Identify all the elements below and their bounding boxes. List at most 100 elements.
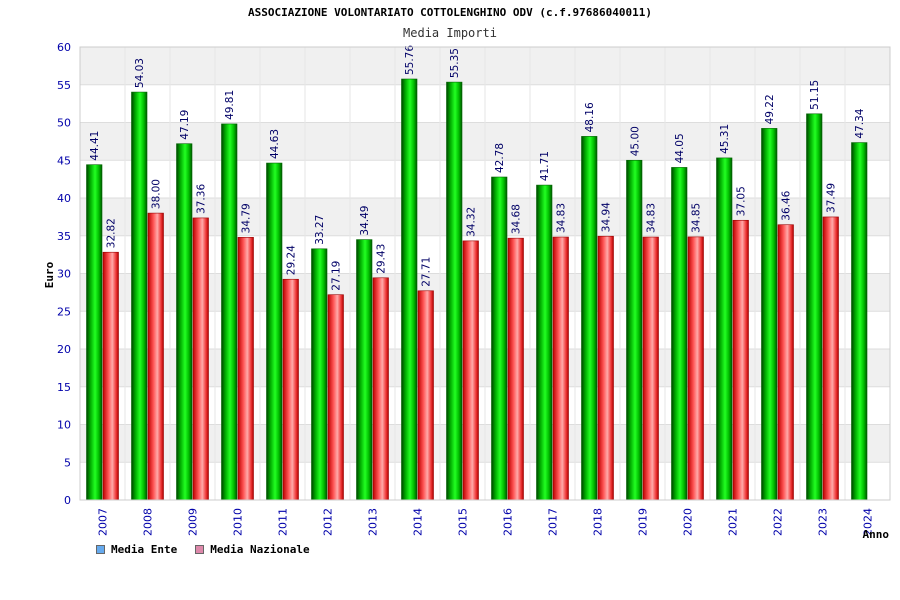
bar-media-nazionale — [417, 290, 434, 501]
bar-media-ente — [581, 136, 598, 501]
bar-media-nazionale — [102, 251, 119, 501]
data-label: 44.05 — [674, 133, 686, 163]
data-label: 42.78 — [494, 143, 506, 173]
x-tick-label: 2010 — [232, 508, 245, 536]
y-tick-label: 30 — [57, 268, 71, 281]
data-label: 38.00 — [151, 179, 163, 209]
axes: 0 5 10 15 20 25 30 35 40 45 50 55 60 2007 2008 2009 2010… — [43, 41, 891, 541]
bar-media-ente — [131, 91, 148, 501]
x-tick-label: 2014 — [412, 508, 425, 536]
data-label: 34.68 — [511, 204, 523, 234]
x-tick-label: 2009 — [187, 508, 200, 536]
data-label: 27.71 — [421, 257, 433, 287]
bar-media-ente — [311, 248, 328, 501]
bar-media-nazionale — [507, 237, 524, 501]
x-tick-label: 2007 — [97, 508, 110, 536]
x-tick-label: 2011 — [277, 508, 290, 536]
x-tick-label: 2023 — [817, 508, 830, 536]
legend-label-media-ente: Media Ente — [111, 543, 178, 556]
x-tick-label: 2020 — [682, 508, 695, 536]
x-tick-label: 2008 — [142, 508, 155, 536]
bar-media-ente — [266, 162, 283, 501]
data-label: 34.79 — [241, 203, 253, 233]
bar-media-ente — [626, 159, 643, 501]
data-label: 32.82 — [106, 218, 118, 248]
data-label: 36.46 — [781, 190, 793, 220]
bar-media-ente — [761, 128, 778, 501]
y-tick-label: 5 — [64, 456, 71, 469]
y-tick-label: 55 — [57, 79, 71, 92]
x-tick-label: 2016 — [502, 508, 515, 536]
chart-title: ASSOCIAZIONE VOLONTARIATO COTTOLENGHINO … — [248, 6, 652, 19]
y-tick-label: 20 — [57, 343, 71, 356]
legend-swatch-media-ente — [96, 545, 105, 554]
bar-media-nazionale — [777, 224, 794, 501]
bar-media-nazionale — [237, 237, 254, 501]
bar-media-nazionale — [822, 216, 839, 501]
data-label: 41.71 — [539, 151, 551, 181]
bar-media-ente — [446, 81, 463, 501]
data-labels: 44.41 32.82 54.03 38.00 47.19 37.36 49.81 34.79… — [89, 45, 866, 291]
data-label: 29.24 — [286, 245, 298, 275]
y-tick-label: 10 — [57, 419, 71, 432]
bar-media-ente — [536, 184, 553, 501]
data-label: 34.49 — [359, 206, 371, 236]
legend: Media Ente Media Nazionale — [96, 543, 310, 556]
bar-media-ente — [401, 78, 418, 501]
data-label: 33.27 — [314, 215, 326, 245]
x-tick-label: 2015 — [457, 508, 470, 536]
bar-media-ente — [671, 167, 688, 501]
bars — [86, 78, 868, 501]
x-tick-label: 2022 — [772, 508, 785, 536]
plot-frame — [79, 46, 891, 501]
bar-media-nazionale — [372, 277, 389, 501]
bar-media-ente — [806, 113, 823, 501]
x-tick-label: 2019 — [637, 508, 650, 536]
bar-media-nazionale — [552, 236, 569, 501]
bar-media-nazionale — [282, 278, 299, 501]
bar-media-ente — [851, 142, 868, 501]
x-tick-label: 2017 — [547, 508, 560, 536]
bar-media-ente — [176, 143, 193, 501]
y-tick-label: 60 — [57, 41, 71, 54]
y-tick-label: 15 — [57, 381, 71, 394]
bar-media-nazionale — [687, 236, 704, 501]
legend-label-media-nazionale: Media Nazionale — [210, 543, 310, 556]
bar-media-nazionale — [147, 212, 164, 501]
legend-item-media-ente: Media Ente — [96, 543, 177, 556]
x-tick-label: 2012 — [322, 508, 335, 536]
data-label: 37.49 — [826, 183, 838, 213]
data-label: 47.19 — [179, 110, 191, 140]
y-tick-label: 35 — [57, 230, 71, 243]
y-axis-label: Euro — [43, 261, 56, 288]
y-tick-label: 50 — [57, 117, 71, 130]
bar-media-nazionale — [642, 236, 659, 501]
data-label: 55.76 — [404, 45, 416, 75]
y-tick-label: 25 — [57, 305, 71, 318]
data-label: 34.83 — [646, 203, 658, 233]
grid-lines — [79, 46, 891, 501]
data-label: 45.31 — [719, 124, 731, 154]
x-tick-label: 2024 — [862, 508, 875, 536]
data-label: 49.22 — [764, 94, 776, 124]
data-label: 34.83 — [556, 203, 568, 233]
data-label: 44.63 — [269, 129, 281, 159]
y-tick-label: 45 — [57, 154, 71, 167]
data-label: 34.85 — [691, 203, 703, 233]
data-label: 29.43 — [376, 244, 388, 274]
bar-media-ente — [86, 164, 103, 501]
data-label: 48.16 — [584, 102, 596, 132]
data-label: 34.32 — [466, 207, 478, 237]
data-label: 45.00 — [629, 126, 641, 156]
legend-item-media-nazionale: Media Nazionale — [195, 543, 310, 556]
bar-media-nazionale — [732, 219, 749, 501]
data-label: 37.36 — [196, 184, 208, 214]
data-label: 54.03 — [134, 58, 146, 88]
data-label: 37.05 — [736, 186, 748, 216]
x-axis-label: Anno — [863, 528, 890, 541]
chart-subtitle: Media Importi — [403, 26, 497, 40]
y-tick-label: 40 — [57, 192, 71, 205]
legend-swatch-media-nazionale — [195, 545, 205, 554]
data-label: 27.19 — [331, 261, 343, 291]
